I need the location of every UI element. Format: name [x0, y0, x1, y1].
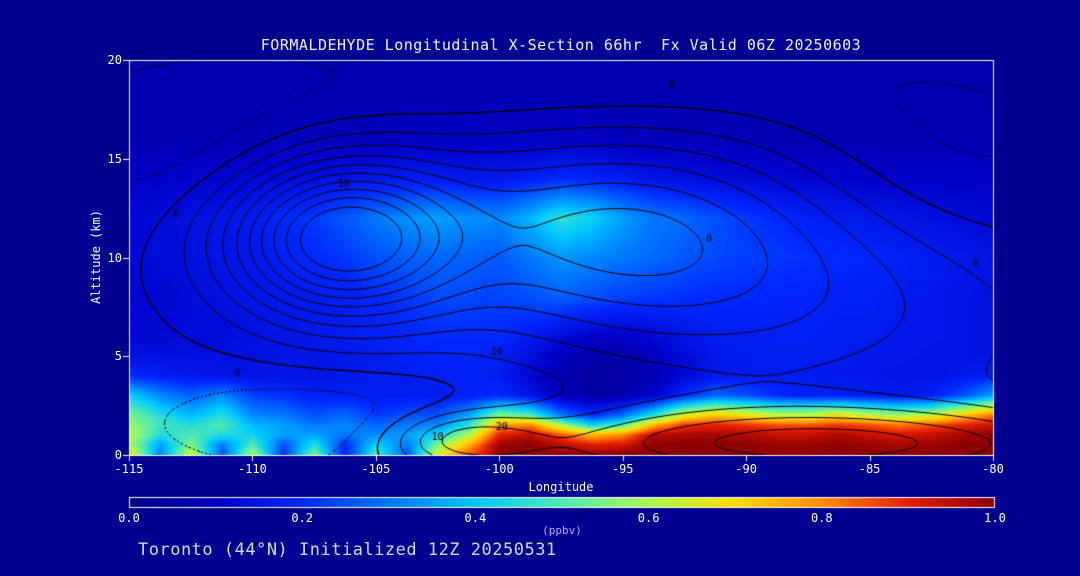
init-info-text: Toronto (44°N) Initialized 12Z 20250531: [138, 540, 557, 560]
x-axis-label: Longitude: [528, 480, 594, 494]
chart-title: FORMALDEHYDE Longitudinal X-Section 66hr…: [260, 36, 862, 54]
colorbar-units-label: (ppbv): [542, 524, 582, 537]
y-axis-label: Altitude (km): [89, 210, 103, 304]
